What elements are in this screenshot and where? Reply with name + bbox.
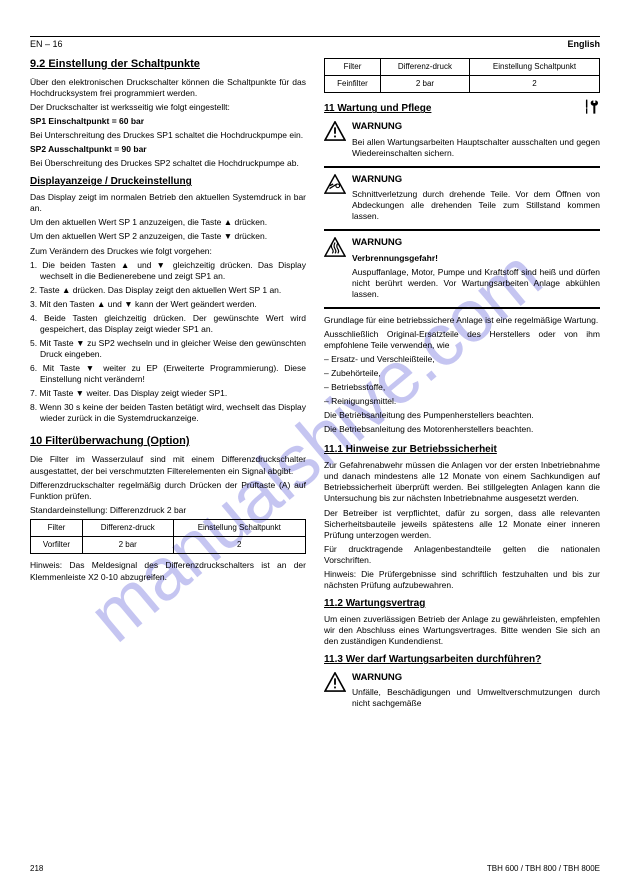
filter-1: Die Filter im Wasserzulauf sind mit eine… xyxy=(30,454,306,476)
warning-block-3: WARNUNG Verbrennungsgefahr! Auspuffanlag… xyxy=(324,237,600,303)
display-subtitle: Displayanzeige / Druckeinstellung xyxy=(30,175,306,188)
th-diff: Differenz-druck xyxy=(380,58,469,75)
section-11-3-title: 11.3 Wer darf Wartungsarbeiten durchführ… xyxy=(324,653,600,666)
bullet-3: – Betriebsstoffe, xyxy=(324,382,600,393)
section-9-2-title: 9.2 Einstellung der Schaltpunkte xyxy=(30,57,306,71)
step-6: 6. Mit Taste ▼ weiter zu EP (Erweiterte … xyxy=(30,363,306,385)
table-vorfilter: Filter Differenz-druck Einstellung Schal… xyxy=(30,519,306,555)
sp2-label: SP2 Ausschaltpunkt = 90 bar xyxy=(30,144,306,155)
td-diff: 2 bar xyxy=(82,537,173,554)
rule xyxy=(324,229,600,231)
contract-1: Um einen zuverlässigen Betrieb der Anlag… xyxy=(324,614,600,647)
sp2-desc: Bei Überschreitung des Druckes SP2 schal… xyxy=(30,158,306,169)
safety-1: Zur Gefahrenabwehr müssen die Anlagen vo… xyxy=(324,460,600,504)
warn-4-label: WARNUNG xyxy=(352,672,600,684)
filter-3: Standardeinstellung: Differenzdruck 2 ba… xyxy=(30,505,306,516)
top-rule xyxy=(30,36,600,37)
sp1-desc: Bei Unterschreitung des Druckes SP1 scha… xyxy=(30,130,306,141)
safety-2: Der Betreiber ist verpflichtet, dafür zu… xyxy=(324,508,600,541)
maint-1: Grundlage für eine betriebssichere Anlag… xyxy=(324,315,600,326)
step-8: 8. Wenn 30 s keine der beiden Tasten bet… xyxy=(30,402,306,424)
bullet-1: – Ersatz- und Verschleißteile, xyxy=(324,354,600,365)
rotating-parts-icon xyxy=(324,174,346,194)
table-feinfilter: Filter Differenz-druck Einstellung Schal… xyxy=(324,58,600,94)
intro-2: Der Druckschalter ist werksseitig wie fo… xyxy=(30,102,306,113)
td-diff: 2 bar xyxy=(380,76,469,93)
section-10-title: 10 Filterüberwachung (Option) xyxy=(30,434,306,448)
footer-model: TBH 600 / TBH 800 / TBH 800E xyxy=(487,864,600,874)
warning-block-1: WARNUNG Bei allen Wartungsarbeiten Haupt… xyxy=(324,121,600,161)
safety-4: Hinweis: Die Prüfergebnisse sind schrift… xyxy=(324,569,600,591)
step-4: 4. Beide Tasten gleichzeitig drücken. De… xyxy=(30,313,306,335)
bullet-2: – Zubehörteile, xyxy=(324,368,600,379)
disp-4: Zum Verändern des Druckes wie folgt vorg… xyxy=(30,246,306,257)
table-row: Feinfilter 2 bar 2 xyxy=(325,76,600,93)
warn-1-label: WARNUNG xyxy=(352,121,600,133)
step-2: 2. Taste ▲ drücken. Das Display zeigt de… xyxy=(30,285,306,296)
step-7: 7. Mit Taste ▼ weiter. Das Display zeigt… xyxy=(30,388,306,399)
warning-triangle-icon xyxy=(324,121,346,141)
page-content: EN – 16 English 9.2 Einstellung der Scha… xyxy=(30,36,600,716)
section-11-text: 11 Wartung und Pflege xyxy=(324,102,431,115)
td-filter: Feinfilter xyxy=(325,76,381,93)
th-filter: Filter xyxy=(325,58,381,75)
right-column: Filter Differenz-druck Einstellung Schal… xyxy=(324,55,600,717)
warning-block-4: WARNUNG Unfälle, Beschädigungen und Umwe… xyxy=(324,672,600,712)
th-sp: Einstellung Schaltpunkt xyxy=(173,519,305,536)
warn-1-text: Bei allen Wartungsarbeiten Hauptschalter… xyxy=(352,137,600,159)
step-3: 3. Mit den Tasten ▲ und ▼ kann der Wert … xyxy=(30,299,306,310)
warn-3-text2: Auspuffanlage, Motor, Pumpe und Kraftsto… xyxy=(352,267,600,300)
intro-1: Über den elektronischen Druckschalter kö… xyxy=(30,77,306,99)
wrench-icon xyxy=(584,99,600,115)
td-filter: Vorfilter xyxy=(31,537,83,554)
page-footer: 218 TBH 600 / TBH 800 / TBH 800E xyxy=(30,864,600,874)
safety-3: Für drucktragende Anlagenbestandteile ge… xyxy=(324,544,600,566)
th-sp: Einstellung Schaltpunkt xyxy=(469,58,599,75)
bullet-4: – Reinigungsmittel. xyxy=(324,396,600,407)
td-sp: 2 xyxy=(469,76,599,93)
td-sp: 2 xyxy=(173,537,305,554)
table-row: Filter Differenz-druck Einstellung Schal… xyxy=(31,519,306,536)
maint-2: Ausschließlich Original-Ersatzteile des … xyxy=(324,329,600,351)
disp-3: Um den aktuellen Wert SP 2 anzuzeigen, d… xyxy=(30,231,306,242)
warn-2-text: Schnittverletzung durch drehende Teile. … xyxy=(352,189,600,222)
warn-4-text: Unfälle, Beschädigungen und Umweltversch… xyxy=(352,687,600,709)
rule xyxy=(324,307,600,309)
maint-3: Die Betriebsanleitung des Pumpenherstell… xyxy=(324,410,600,421)
filter-2: Differenzdruckschalter regelmäßig durch … xyxy=(30,480,306,502)
warn-3-text1: Verbrennungsgefahr! xyxy=(352,253,600,264)
section-11-title: 11 Wartung und Pflege xyxy=(324,99,600,115)
hot-surface-icon xyxy=(324,237,346,257)
header-lang: English xyxy=(567,39,600,51)
step-5: 5. Mit Taste ▼ zu SP2 wechseln und in gl… xyxy=(30,338,306,360)
warn-2-label: WARNUNG xyxy=(352,174,600,186)
maint-4: Die Betriebsanleitung des Motorenherstel… xyxy=(324,424,600,435)
table-row: Filter Differenz-druck Einstellung Schal… xyxy=(325,58,600,75)
filter-note: Hinweis: Das Meldesignal des Differenzdr… xyxy=(30,560,306,582)
footer-page-num: 218 xyxy=(30,864,43,874)
left-column: 9.2 Einstellung der Schaltpunkte Über de… xyxy=(30,55,306,717)
warning-triangle-icon xyxy=(324,672,346,692)
header-left: EN – 16 xyxy=(30,39,63,51)
warning-block-2: WARNUNG Schnittverletzung durch drehende… xyxy=(324,174,600,225)
warn-3-label: WARNUNG xyxy=(352,237,600,249)
disp-2: Um den aktuellen Wert SP 1 anzuzeigen, d… xyxy=(30,217,306,228)
section-11-2-title: 11.2 Wartungsvertrag xyxy=(324,597,600,610)
rule xyxy=(324,166,600,168)
page-header: EN – 16 English xyxy=(30,39,600,51)
section-11-1-title: 11.1 Hinweise zur Betriebssicherheit xyxy=(324,443,600,456)
disp-1: Das Display zeigt im normalen Betrieb de… xyxy=(30,192,306,214)
table-row: Vorfilter 2 bar 2 xyxy=(31,537,306,554)
sp1-label: SP1 Einschaltpunkt = 60 bar xyxy=(30,116,306,127)
th-filter: Filter xyxy=(31,519,83,536)
th-diff: Differenz-druck xyxy=(82,519,173,536)
step-1: 1. Die beiden Tasten ▲ und ▼ gleichzeiti… xyxy=(30,260,306,282)
